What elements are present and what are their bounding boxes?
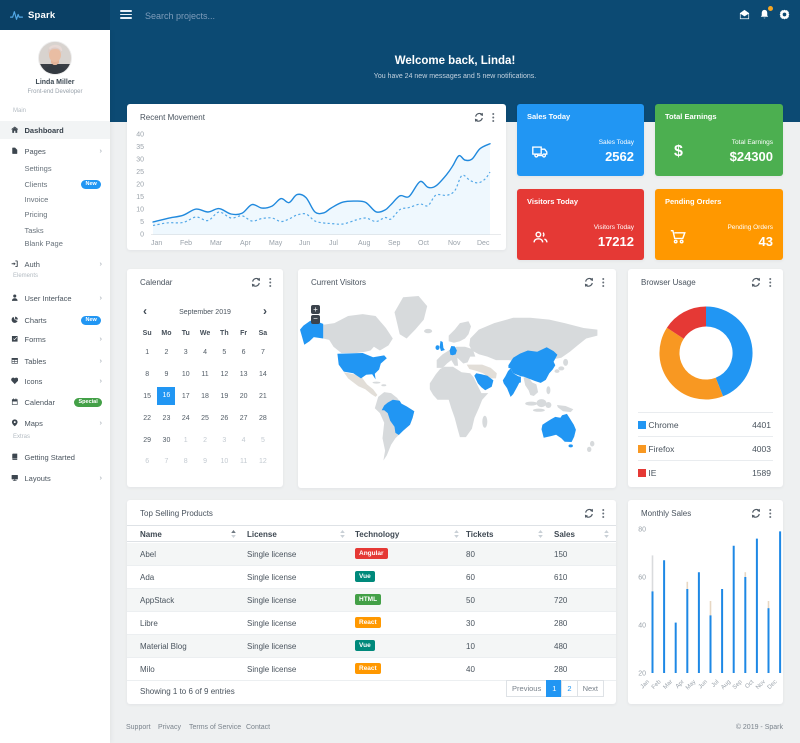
svg-text:May: May <box>685 679 697 691</box>
svg-text:20: 20 <box>136 182 144 189</box>
svg-text:Feb: Feb <box>180 240 192 247</box>
svg-text:Sep: Sep <box>388 240 401 247</box>
svg-text:20: 20 <box>638 671 646 678</box>
svg-text:40: 40 <box>136 132 144 139</box>
svg-text:Jun: Jun <box>299 240 310 247</box>
svg-text:Sep: Sep <box>732 679 744 691</box>
svg-text:40: 40 <box>638 623 646 630</box>
svg-text:Nov: Nov <box>755 679 767 691</box>
svg-text:Jul: Jul <box>711 679 721 689</box>
svg-text:80: 80 <box>638 527 646 534</box>
svg-text:May: May <box>269 240 283 247</box>
svg-text:15: 15 <box>136 194 144 201</box>
svg-text:35: 35 <box>136 144 144 151</box>
svg-text:Jan: Jan <box>640 679 651 690</box>
svg-text:Aug: Aug <box>720 679 732 691</box>
svg-text:Jan: Jan <box>151 240 162 247</box>
svg-text:10: 10 <box>136 207 144 214</box>
svg-text:Mar: Mar <box>210 240 223 247</box>
svg-text:Nov: Nov <box>448 240 461 247</box>
svg-text:Apr: Apr <box>675 679 686 690</box>
svg-text:60: 60 <box>638 575 646 582</box>
svg-text:Dec: Dec <box>477 240 490 247</box>
svg-text:Jun: Jun <box>698 679 709 690</box>
svg-text:Feb: Feb <box>651 679 663 691</box>
svg-text:Aug: Aug <box>358 240 371 247</box>
svg-text:Oct: Oct <box>418 240 429 247</box>
svg-text:Dec: Dec <box>767 679 779 691</box>
svg-text:Apr: Apr <box>240 240 252 247</box>
svg-text:25: 25 <box>136 169 144 176</box>
svg-text:Oct: Oct <box>744 679 755 690</box>
svg-text:5: 5 <box>140 219 144 226</box>
svg-text:30: 30 <box>136 157 144 164</box>
svg-text:Jul: Jul <box>329 240 338 247</box>
svg-text:Mar: Mar <box>663 679 675 691</box>
svg-text:0: 0 <box>140 232 144 239</box>
